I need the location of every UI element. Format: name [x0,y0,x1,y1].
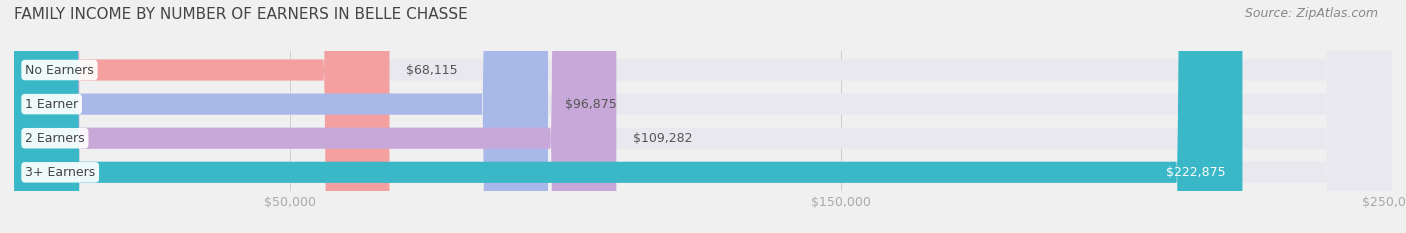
Text: $68,115: $68,115 [406,64,457,76]
FancyBboxPatch shape [14,0,1392,233]
FancyBboxPatch shape [14,0,1392,233]
FancyBboxPatch shape [14,0,616,233]
FancyBboxPatch shape [14,0,548,233]
FancyBboxPatch shape [14,0,389,233]
Text: 2 Earners: 2 Earners [25,132,84,145]
FancyBboxPatch shape [14,0,1243,233]
FancyBboxPatch shape [14,0,1392,233]
Text: $96,875: $96,875 [565,98,616,111]
Text: 3+ Earners: 3+ Earners [25,166,96,179]
Text: FAMILY INCOME BY NUMBER OF EARNERS IN BELLE CHASSE: FAMILY INCOME BY NUMBER OF EARNERS IN BE… [14,7,468,22]
Text: $109,282: $109,282 [633,132,692,145]
Text: No Earners: No Earners [25,64,94,76]
FancyBboxPatch shape [14,0,1392,233]
Text: Source: ZipAtlas.com: Source: ZipAtlas.com [1244,7,1378,20]
Text: $222,875: $222,875 [1167,166,1226,179]
Text: 1 Earner: 1 Earner [25,98,79,111]
